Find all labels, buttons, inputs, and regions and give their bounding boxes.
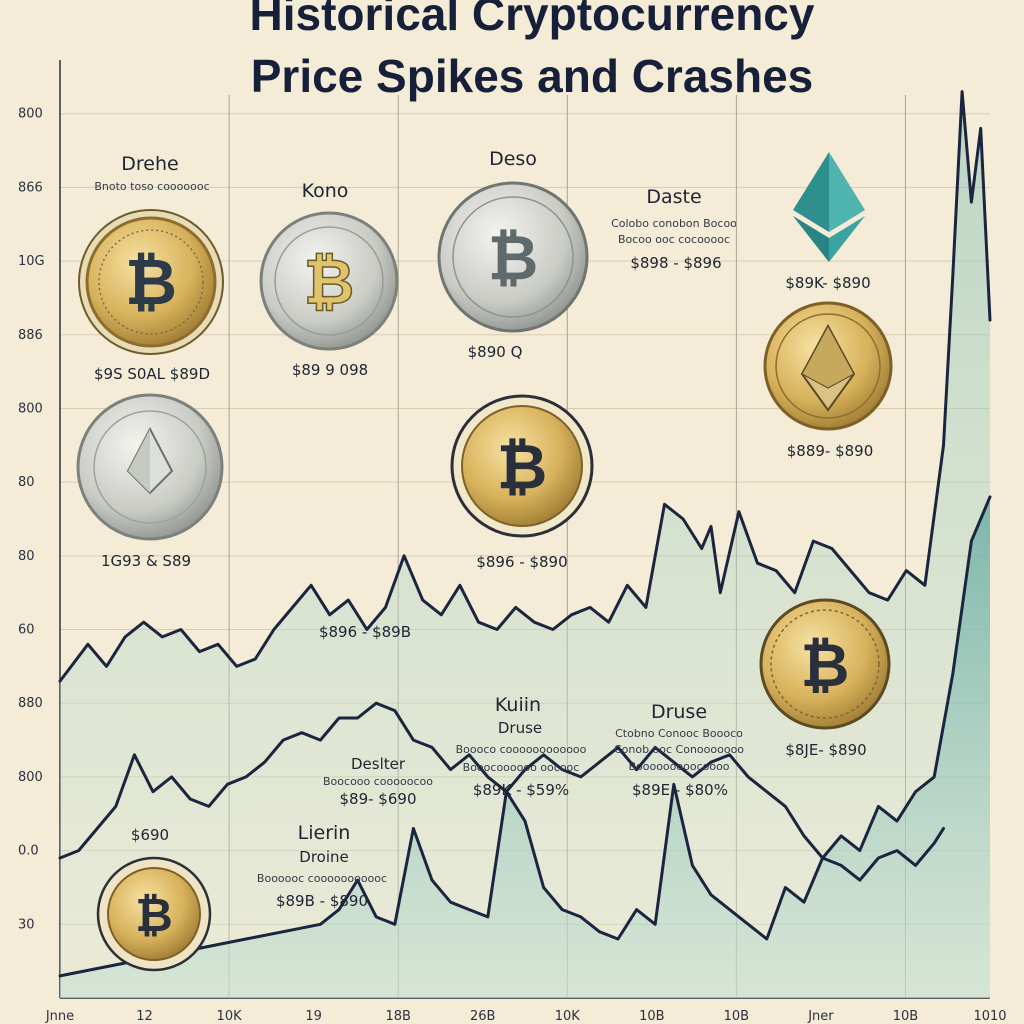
annotation-range: 1G93 & S89 — [101, 552, 191, 570]
y-axis: 800 866 10G 886 800 80 80 60 880 800 0.0 30 — [18, 107, 45, 933]
annotation-title: Kuiin — [495, 694, 541, 716]
x-tick-label: Jner — [807, 1009, 834, 1024]
annotation-desc: Ctobno Conooc Boooco — [615, 727, 743, 740]
coin-icons: ₿ ₿ ₿ ₿ — [76, 152, 893, 972]
x-tick-label: 19 — [305, 1009, 322, 1024]
y-tick-label: 80 — [18, 549, 35, 564]
bitcoin-coin-icon: ₿ — [259, 211, 399, 351]
annotation-desc: Conob ooc Conooooooo — [614, 743, 744, 756]
svg-text:₿: ₿ — [801, 631, 850, 701]
y-tick-label: 800 — [18, 770, 43, 785]
annotation-desc: Bnoto toso cooooooc — [94, 180, 209, 193]
x-axis: Jnne 12 10K 19 18B 26B 10K 10B 10B Jner 10B 1010 — [45, 1009, 1007, 1024]
y-tick-label: 886 — [18, 328, 43, 343]
annotation-title: Druse — [651, 701, 707, 723]
annotation-range: $89B - $890 — [276, 892, 368, 910]
x-tick-label: 10B — [724, 1009, 749, 1024]
ethereum-coin-icon — [763, 301, 893, 431]
x-tick-label: 18B — [385, 1009, 410, 1024]
annotation-range: $898 - $896 — [630, 254, 721, 272]
annotations: Drehe Bnoto toso cooooooc $9S S0AL $89D … — [94, 148, 873, 910]
y-tick-label: 30 — [18, 917, 35, 932]
annotation-range: $9S S0AL $89D — [94, 365, 210, 383]
annotation-range: $896 - $89B — [319, 623, 411, 641]
x-tick-label: 10K — [217, 1009, 243, 1024]
bitcoin-coin-icon: ₿ — [450, 394, 594, 538]
y-tick-label: 80 — [18, 475, 35, 490]
ethereum-logo-icon — [793, 152, 865, 262]
annotation-title: Kono — [302, 180, 349, 202]
svg-text:₿: ₿ — [135, 888, 173, 942]
x-tick-label: 12 — [136, 1009, 153, 1024]
annotation-range: $89- $690 — [340, 790, 417, 808]
annotation-title: Drehe — [121, 153, 178, 175]
y-tick-label: 800 — [18, 107, 43, 122]
annotation-range: $89K- $890 — [785, 274, 870, 292]
annotation-range: $8JE- $890 — [785, 741, 866, 759]
x-tick-label: Jnne — [45, 1009, 74, 1024]
chart-title-line-1: Historical Cryptocurrency — [250, 0, 815, 40]
annotation-range: $896 - $890 — [476, 553, 567, 571]
y-tick-label: 800 — [18, 401, 43, 416]
annotation-subtitle: Druse — [498, 719, 542, 737]
annotation-desc: Bocoo ooc cocooooc — [618, 233, 730, 246]
annotation-desc: Colobo conobon Bocoo — [611, 217, 737, 230]
bitcoin-coin-icon: ₿ — [78, 209, 224, 355]
y-tick-label: 60 — [18, 623, 35, 638]
annotation-title: Deslter — [351, 755, 406, 773]
annotation-range: $89 9 098 — [292, 361, 368, 379]
ethereum-coin-icon — [76, 393, 224, 541]
bitcoin-coin-icon: ₿ — [96, 856, 212, 972]
svg-text:₿: ₿ — [304, 245, 355, 318]
annotation-title: Lierin — [298, 822, 351, 844]
annotation-range: $889- $890 — [787, 442, 874, 460]
bitcoin-coin-icon: ₿ — [759, 598, 891, 730]
annotation-range: $690 — [131, 826, 169, 844]
x-tick-label: 26B — [470, 1009, 495, 1024]
chart-title-line-2: Price Spikes and Crashes — [251, 50, 814, 102]
svg-text:₿: ₿ — [497, 430, 548, 503]
area-fills — [60, 91, 990, 999]
y-tick-label: 866 — [18, 180, 43, 195]
x-tick-label: 1010 — [973, 1009, 1006, 1024]
series-lines — [58, 90, 992, 978]
annotation-desc: Boooooc cooooooooooc — [257, 872, 387, 885]
series-area-1 — [60, 91, 990, 999]
annotation-range: $89K - $59% — [473, 781, 569, 799]
annotation-range: $89E - $80% — [632, 781, 728, 799]
annotation-title: Daste — [646, 186, 701, 208]
series-line-1 — [58, 90, 992, 683]
bitcoin-coin-icon: ₿ — [437, 181, 589, 333]
annotation-desc: Boooco coooooooooooo — [456, 743, 587, 756]
series-area-3 — [60, 496, 990, 998]
x-tick-label: 10K — [555, 1009, 581, 1024]
annotation-subtitle: Droine — [299, 848, 348, 866]
series-line-3 — [58, 495, 992, 978]
svg-text:₿: ₿ — [125, 246, 177, 320]
annotation-title: Deso — [489, 148, 537, 170]
annotation-desc: Booocoooooo oocooc — [463, 761, 580, 774]
y-tick-label: 880 — [18, 696, 43, 711]
y-tick-label: 10G — [18, 254, 45, 269]
annotation-range: $890 Q — [468, 343, 523, 361]
annotation-desc: Boocooo cooooocoo — [323, 775, 433, 788]
svg-text:₿: ₿ — [488, 221, 539, 294]
annotation-desc: Booooooooocoooo — [628, 760, 729, 773]
y-tick-label: 0.0 — [18, 844, 39, 859]
x-tick-label: 10B — [893, 1009, 918, 1024]
x-tick-label: 10B — [639, 1009, 664, 1024]
